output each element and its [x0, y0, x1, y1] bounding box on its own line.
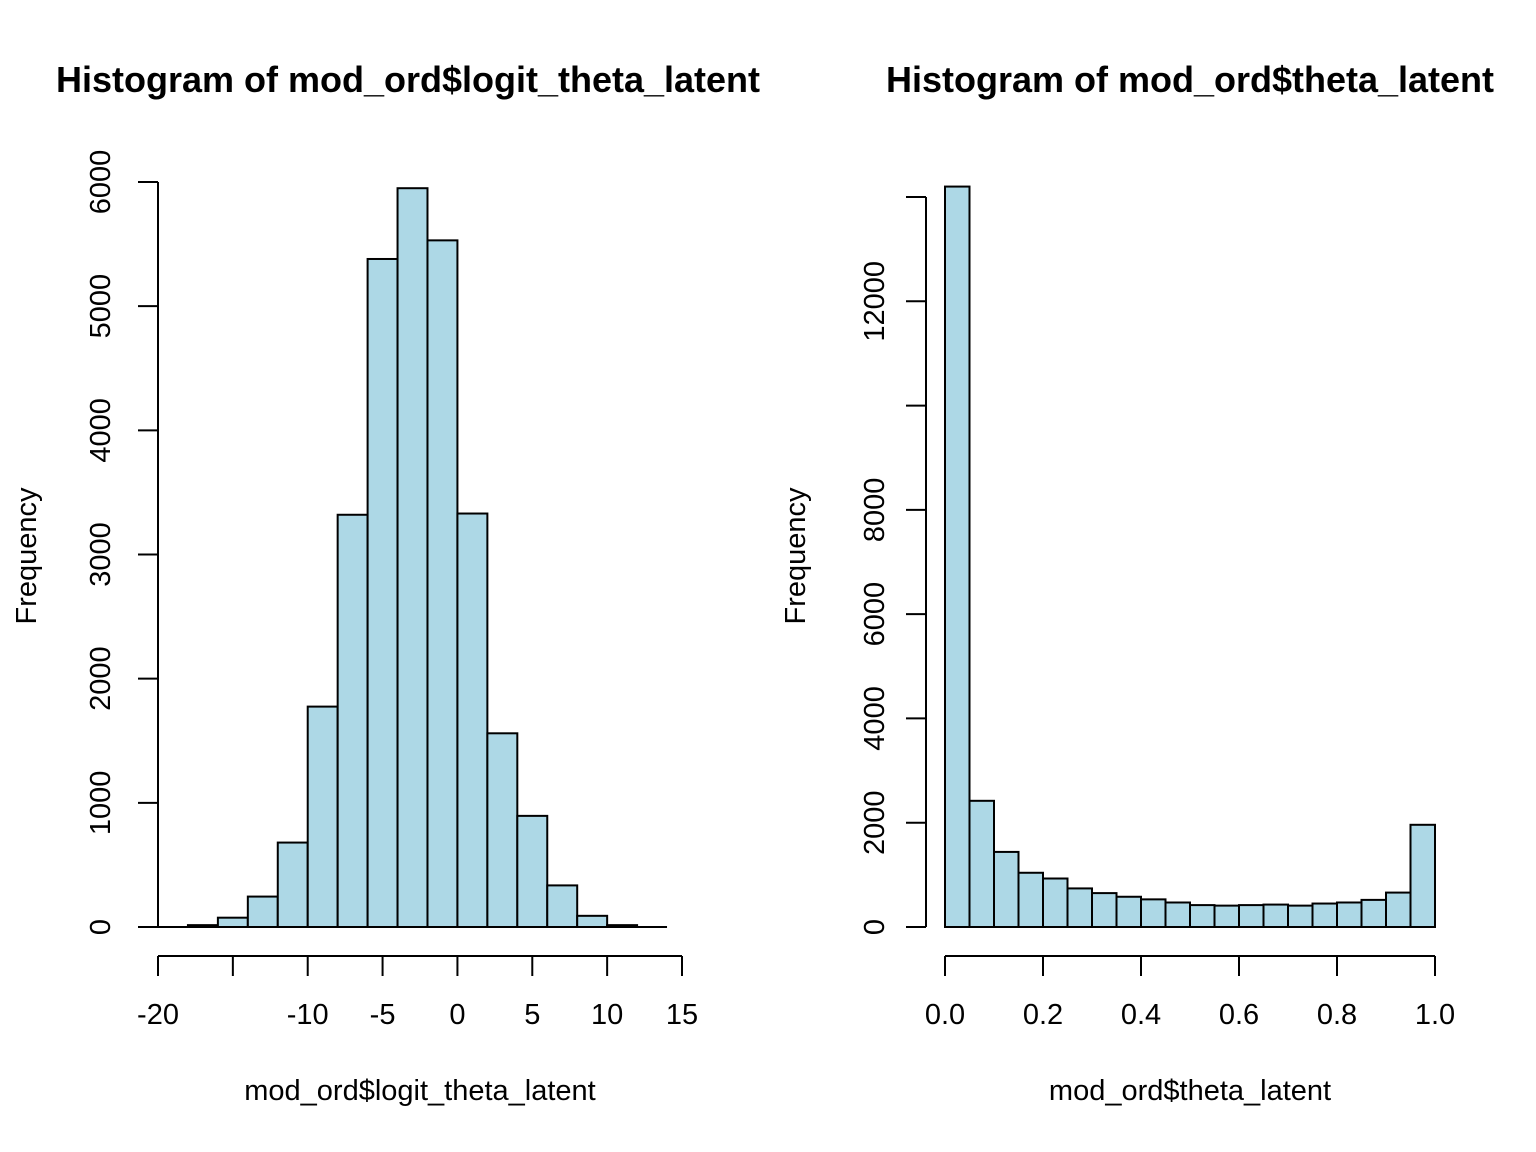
y-tick-label: 0	[859, 919, 891, 935]
histogram-bar	[1189, 904, 1216, 928]
right-chart-title: Histogram of mod_ord$theta_latent	[886, 59, 1494, 100]
x-tick-label: 0.2	[1023, 999, 1063, 1031]
x-tick-label: 10	[591, 999, 623, 1031]
left-y-axis: 0 1000 2000 3000 4000 5000 6000	[85, 150, 159, 935]
left-histogram-panel: Histogram of mod_ord$logit_theta_latent …	[11, 59, 760, 1107]
x-tick-label: -5	[370, 999, 396, 1031]
right-histogram-bars	[944, 185, 1436, 929]
y-tick-label: 12000	[859, 261, 891, 342]
histogram-bar	[576, 914, 609, 929]
x-tick-label: 0	[449, 999, 465, 1031]
histogram-bar	[486, 732, 519, 928]
y-tick-label: 1000	[85, 771, 117, 836]
histogram-bar	[1066, 887, 1093, 929]
x-tick-label: 15	[666, 999, 698, 1031]
histogram-bar	[993, 850, 1020, 929]
histogram-bar	[1213, 904, 1240, 928]
left-x-axis-label: mod_ord$logit_theta_latent	[244, 1075, 595, 1107]
left-x-axis: -20 -10 -5 0 5 10 15	[137, 955, 698, 1031]
x-tick-label: -20	[137, 999, 179, 1031]
histogram-bar	[456, 512, 489, 929]
x-tick-label: 0.6	[1219, 999, 1259, 1031]
left-y-axis-label: Frequency	[11, 487, 43, 625]
histogram-bar	[1360, 898, 1387, 929]
left-histogram-bars	[158, 187, 668, 929]
y-tick-label: 6000	[859, 582, 891, 647]
right-x-axis-label: mod_ord$theta_latent	[1049, 1075, 1331, 1107]
histogram-bar	[1164, 901, 1191, 929]
y-tick-label: 8000	[859, 478, 891, 543]
y-tick-label: 6000	[85, 150, 117, 215]
histogram-bar	[546, 884, 579, 929]
histogram-bar	[336, 513, 369, 928]
x-tick-label: -10	[287, 999, 329, 1031]
histogram-bar	[944, 185, 971, 929]
histogram-bar	[1091, 892, 1118, 928]
histogram-bar	[1311, 902, 1338, 928]
histogram-bar	[276, 841, 309, 928]
y-tick-label: 4000	[859, 686, 891, 751]
histogram-bar	[1409, 823, 1436, 928]
histogram-bar	[1017, 871, 1044, 928]
histogram-bar	[1336, 901, 1363, 929]
y-tick-label: 4000	[85, 398, 117, 463]
x-tick-label: 5	[524, 999, 540, 1031]
right-histogram-panel: Histogram of mod_ord$theta_latent mod_or…	[780, 59, 1494, 1107]
histogram-bar	[216, 916, 249, 928]
histogram-bar	[1262, 903, 1289, 928]
right-y-axis-label: Frequency	[780, 487, 812, 625]
histogram-bar	[1287, 904, 1314, 928]
histogram-bar	[1140, 898, 1167, 928]
x-tick-label: 0.4	[1121, 999, 1161, 1031]
histogram-bar	[396, 187, 429, 929]
histogram-bar	[366, 257, 399, 928]
y-tick-label: 3000	[85, 522, 117, 587]
histogram-bar	[426, 239, 459, 928]
histogram-bar	[306, 705, 339, 929]
y-tick-label: 0	[85, 919, 117, 935]
histogram-bar	[1238, 904, 1265, 928]
x-tick-label: 1.0	[1415, 999, 1455, 1031]
x-tick-label: 0.0	[925, 999, 965, 1031]
histogram-bar	[1115, 895, 1142, 928]
right-x-axis: 0.0 0.2 0.4 0.6 0.8 1.0	[925, 955, 1455, 1031]
histogram-bar	[1385, 891, 1412, 928]
histogram-bar	[1042, 877, 1069, 928]
y-tick-label: 5000	[85, 274, 117, 339]
histogram-bar	[246, 895, 279, 928]
left-chart-title: Histogram of mod_ord$logit_theta_latent	[56, 59, 760, 100]
y-tick-label: 2000	[85, 646, 117, 711]
histogram-bar	[606, 924, 639, 929]
y-tick-label: 2000	[859, 790, 891, 855]
histogram-bar	[968, 799, 995, 928]
x-tick-label: 0.8	[1317, 999, 1357, 1031]
histogram-bar	[516, 814, 549, 929]
right-y-axis: 0 2000 4000 6000 8000 12000	[859, 196, 927, 935]
histogram-bar	[186, 924, 219, 929]
